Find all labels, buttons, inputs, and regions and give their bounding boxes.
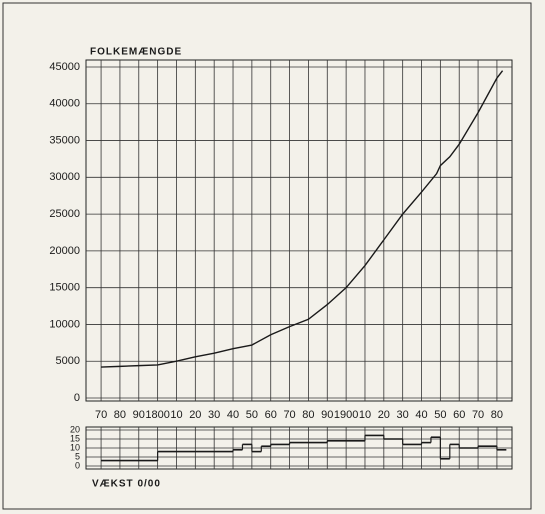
y-tick-label: 45000: [49, 61, 80, 73]
x-tick-label: 40: [227, 409, 239, 421]
x-tick-label: 90: [133, 409, 145, 421]
x-tick-label: 1800: [145, 409, 169, 421]
x-tick-label: 80: [302, 409, 314, 421]
x-tick-label: 60: [265, 409, 277, 421]
population-line: [101, 70, 504, 368]
x-tick-label: 10: [359, 409, 371, 421]
y-tick-label: 25000: [49, 208, 80, 220]
y-tick-label: 15: [70, 433, 80, 443]
y-tick-label: 40000: [49, 98, 80, 110]
x-tick-label: 10: [170, 409, 182, 421]
x-tick-label: 60: [453, 409, 465, 421]
y-tick-label: 15000: [49, 282, 80, 294]
y-tick-label: 5000: [56, 355, 80, 367]
x-tick-label: 20: [189, 409, 201, 421]
y-tick-label: 0: [75, 460, 80, 470]
x-tick-label: 50: [434, 409, 446, 421]
chart-title: FOLKEMÆNGDE: [90, 47, 182, 58]
y-tick-label: 20000: [49, 245, 80, 257]
x-tick-label: 40: [415, 409, 427, 421]
x-tick-label: 90: [321, 409, 333, 421]
chart-title: VÆKST 0/00: [92, 479, 161, 490]
x-tick-label: 70: [472, 409, 484, 421]
y-tick-label: 35000: [49, 134, 80, 146]
y-tick-label: 5: [75, 451, 80, 461]
y-tick-label: 20: [70, 424, 80, 434]
x-tick-label: 70: [283, 409, 295, 421]
x-tick-label: 70: [95, 409, 107, 421]
y-tick-label: 10000: [49, 318, 80, 330]
x-tick-label: 30: [208, 409, 220, 421]
frame: [2, 2, 532, 510]
x-tick-label: 50: [246, 409, 258, 421]
x-tick-label: 80: [491, 409, 503, 421]
x-tick-label: 20: [378, 409, 390, 421]
x-tick-label: 30: [397, 409, 409, 421]
y-tick-label: 10: [70, 442, 80, 452]
x-tick-label: 80: [114, 409, 126, 421]
plot-frame: [85, 59, 513, 402]
y-tick-label: 30000: [49, 171, 80, 183]
x-tick-label: 1900: [334, 409, 358, 421]
y-tick-label: 0: [74, 392, 80, 404]
